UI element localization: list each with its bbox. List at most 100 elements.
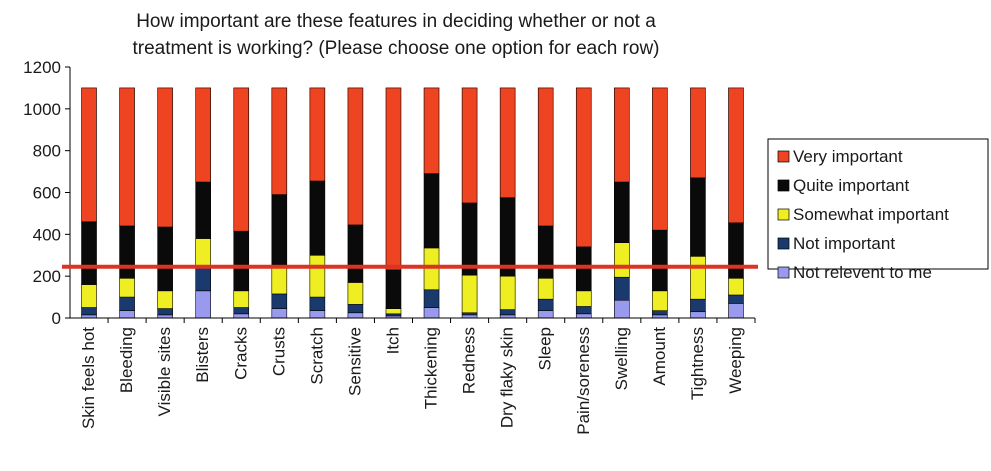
bar-segment bbox=[423, 87, 440, 174]
bar-segment bbox=[309, 87, 326, 182]
bar-segment bbox=[728, 277, 744, 296]
bar-segment bbox=[233, 230, 250, 292]
y-tick-label: 800 bbox=[33, 142, 61, 161]
bar-segment bbox=[537, 298, 554, 311]
bar-segment bbox=[575, 246, 592, 292]
bar-segment bbox=[195, 181, 211, 239]
bar-segment bbox=[195, 87, 211, 183]
bar-segment bbox=[614, 87, 630, 183]
bar-segment bbox=[690, 177, 706, 257]
x-tick-label: Cracks bbox=[231, 327, 250, 380]
bar-segment bbox=[385, 313, 402, 317]
bar-segment bbox=[385, 308, 402, 315]
x-tick-label: Amount bbox=[650, 327, 669, 386]
bar-segment bbox=[157, 226, 173, 292]
bar-segment bbox=[271, 194, 288, 265]
bar-segment bbox=[614, 299, 630, 319]
x-tick-label: Blisters bbox=[193, 327, 212, 383]
bar-segment bbox=[423, 247, 440, 291]
legend: Very important Quite important Somewhat im… bbox=[767, 138, 989, 282]
bar-segment bbox=[347, 224, 364, 283]
bar-segment bbox=[499, 275, 516, 310]
chart-title-line: How important are these features in deci… bbox=[136, 11, 656, 32]
bar-segment bbox=[271, 264, 288, 295]
x-axis: Skin feels hot Bleeding Visible sites Blist… bbox=[70, 317, 756, 435]
bar-segment bbox=[81, 87, 97, 223]
bar-segment bbox=[728, 294, 744, 304]
bar-segment bbox=[119, 296, 135, 311]
bar-segment bbox=[728, 303, 744, 319]
bar-segment bbox=[652, 290, 668, 311]
y-tick-label: 1200 bbox=[23, 58, 61, 77]
bar-segment bbox=[652, 310, 668, 316]
bar-segment bbox=[347, 304, 364, 314]
y-tick-label: 400 bbox=[33, 225, 61, 244]
bar-segment bbox=[423, 307, 440, 319]
bar-segment bbox=[385, 87, 402, 271]
x-tick-label: Pain/soreness bbox=[574, 327, 593, 435]
bar-segment bbox=[195, 238, 211, 269]
bar-segment bbox=[537, 277, 554, 300]
bar-segment bbox=[195, 290, 211, 319]
bar-segment bbox=[728, 222, 744, 279]
x-tick-label: Redness bbox=[460, 327, 479, 394]
bar-segment bbox=[461, 202, 478, 276]
bar-segment bbox=[537, 310, 554, 319]
bar-segment bbox=[157, 290, 173, 309]
x-tick-label: Itch bbox=[383, 327, 402, 354]
bar-segment bbox=[271, 87, 288, 195]
legend-label: Somewhat important bbox=[793, 205, 949, 224]
bar-segment bbox=[309, 296, 326, 311]
legend-swatch bbox=[777, 150, 790, 163]
bar-segment bbox=[499, 87, 516, 199]
bar-segment bbox=[499, 309, 516, 316]
x-tick-label: Sleep bbox=[536, 327, 555, 370]
x-tick-label: Swelling bbox=[612, 327, 631, 390]
bar-segment bbox=[423, 289, 440, 308]
legend-label: Not relevent to me bbox=[793, 263, 932, 282]
bar-segment bbox=[614, 242, 630, 278]
x-tick-label: Dry flaky skin bbox=[498, 327, 517, 428]
bar-segment bbox=[690, 298, 706, 313]
bar-segment bbox=[119, 277, 135, 298]
legend-box bbox=[767, 138, 989, 270]
bar-segment bbox=[499, 197, 516, 277]
y-tick-label: 0 bbox=[52, 309, 61, 328]
legend-label: Not important bbox=[793, 234, 895, 253]
bar-segment bbox=[233, 313, 250, 319]
legend-swatch bbox=[777, 208, 790, 221]
bar-segment bbox=[347, 282, 364, 305]
bar-segment bbox=[81, 284, 97, 308]
chart-title-line: treatment is working? (Please choose one… bbox=[133, 38, 660, 59]
bar-segment bbox=[728, 87, 744, 224]
x-tick-label: Scratch bbox=[307, 327, 326, 385]
bar-segment bbox=[309, 254, 326, 298]
x-tick-label: Tightness bbox=[688, 327, 707, 400]
x-tick-label: Skin feels hot bbox=[79, 327, 98, 429]
bar-segment bbox=[690, 311, 706, 319]
y-tick-label: 600 bbox=[33, 184, 61, 203]
legend-swatch bbox=[777, 179, 790, 192]
x-tick-label: Thickening bbox=[422, 327, 441, 409]
bar-segment bbox=[461, 87, 478, 204]
bar-segment bbox=[347, 87, 364, 226]
bar-segment bbox=[233, 307, 250, 315]
bar-segment bbox=[309, 310, 326, 319]
bar-segment bbox=[652, 229, 668, 292]
x-tick-label: Visible sites bbox=[155, 327, 174, 416]
bar-segment bbox=[195, 267, 211, 292]
y-axis: 0 200 400 600 800 1000 1200 bbox=[23, 58, 71, 328]
bar-segment bbox=[575, 306, 592, 315]
legend-swatch bbox=[777, 266, 790, 279]
bar-segment bbox=[271, 308, 288, 319]
bar-segment bbox=[461, 274, 478, 314]
bar-segment bbox=[461, 312, 478, 316]
bar-segment bbox=[81, 221, 97, 285]
legend-swatch bbox=[777, 237, 790, 250]
legend-label: Quite important bbox=[793, 176, 909, 195]
bar-segment bbox=[119, 225, 135, 279]
bar-segment bbox=[575, 313, 592, 319]
bar-segment bbox=[233, 290, 250, 308]
